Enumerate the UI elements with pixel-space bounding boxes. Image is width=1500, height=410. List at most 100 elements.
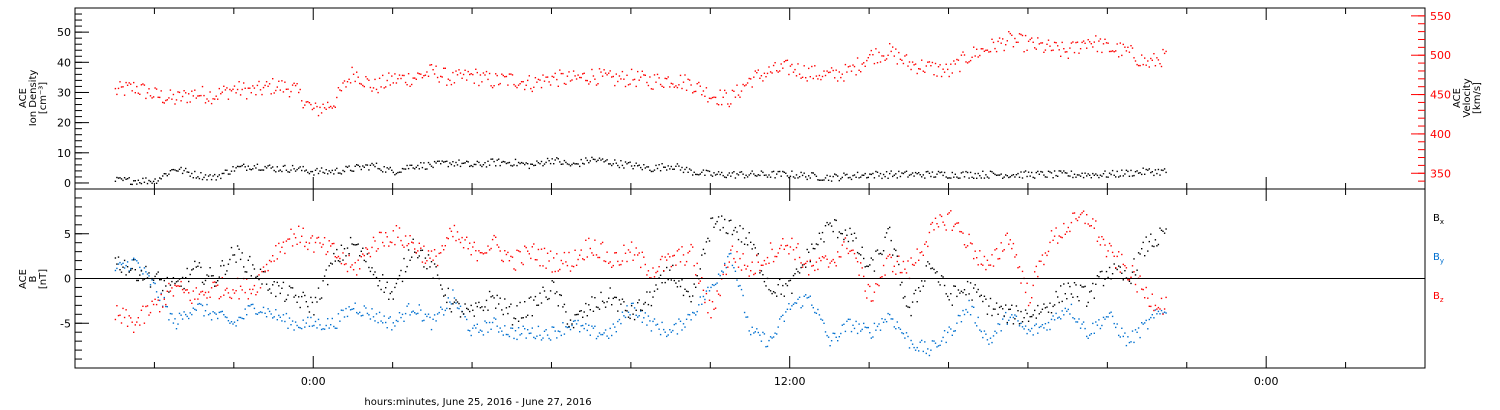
velocity-point: [1121, 54, 1123, 57]
velocity-point: [496, 74, 498, 77]
bz-point: [762, 264, 764, 266]
bz-point: [487, 245, 489, 247]
velocity-point: [264, 84, 266, 87]
by-point: [763, 333, 766, 335]
bz-point: [195, 287, 197, 289]
bz-point: [430, 250, 433, 252]
bx-point: [441, 288, 443, 290]
bx-point: [696, 275, 698, 277]
velocity-point: [557, 85, 559, 87]
velocity-point: [1002, 38, 1004, 40]
ion-density-point: [462, 162, 465, 164]
ion-density-point: [1110, 173, 1112, 176]
ion-density-point: [916, 173, 918, 175]
ion-density-point: [140, 182, 143, 185]
bx-point: [232, 254, 234, 256]
by-point: [539, 334, 541, 336]
by-point: [385, 321, 387, 324]
by-point: [592, 327, 595, 329]
velocity-point: [378, 77, 381, 79]
bx-point: [866, 265, 868, 267]
bx-point: [391, 291, 393, 293]
bx-point: [855, 237, 857, 239]
bx-point: [841, 233, 843, 235]
bz-point: [1115, 267, 1117, 269]
bz-point: [643, 256, 645, 258]
bx-point: [582, 316, 584, 318]
ion-density-point: [1072, 176, 1074, 179]
bz-point: [1156, 308, 1158, 310]
ion-density-point: [513, 164, 515, 166]
ion-density-point: [823, 179, 825, 181]
by-point: [443, 314, 445, 316]
bz-point: [740, 269, 743, 271]
velocity-point: [884, 59, 886, 61]
by-point: [600, 333, 602, 336]
bz-point: [357, 259, 359, 261]
bx-point: [852, 240, 854, 242]
bz-point: [600, 243, 602, 245]
bx-point: [1063, 283, 1065, 285]
ion-density-point: [120, 178, 123, 180]
by-point: [675, 322, 677, 325]
velocity-point: [701, 94, 703, 96]
bx-point: [1098, 276, 1100, 278]
bz-point: [126, 325, 129, 327]
velocity-point: [459, 72, 462, 74]
bz-point: [1008, 243, 1010, 245]
bx-point: [585, 302, 587, 305]
bz-point: [812, 264, 814, 267]
ion-density-point: [620, 160, 622, 162]
bz-point: [1162, 313, 1164, 315]
ion-density-point: [696, 173, 698, 176]
by-point: [728, 253, 730, 255]
bz-point: [977, 264, 979, 266]
ion-density-point: [1096, 174, 1099, 177]
bz-point: [194, 298, 196, 300]
ion-density-point: [617, 164, 619, 167]
velocity-point: [630, 68, 633, 71]
bz-point: [1093, 227, 1095, 229]
by-point: [285, 312, 288, 315]
velocity-point: [136, 85, 138, 88]
velocity-point: [835, 69, 837, 71]
bz-point: [820, 259, 822, 262]
bz-point: [123, 316, 126, 319]
bz-point: [458, 238, 460, 241]
velocity-point: [265, 81, 268, 83]
bz-point: [1131, 265, 1134, 267]
by-point: [873, 322, 876, 325]
by-point: [546, 334, 549, 336]
by-point: [1102, 316, 1105, 319]
bz-point: [904, 268, 906, 270]
ion-density-series: [114, 156, 1167, 186]
ion-density-point: [522, 162, 524, 164]
by-point: [606, 335, 608, 337]
by-point: [571, 324, 573, 327]
bx-point: [736, 231, 738, 233]
ion-density-point: [374, 165, 376, 168]
by-point: [1023, 328, 1025, 330]
bz-point: [470, 254, 472, 256]
bx-point: [340, 244, 343, 246]
bz-point: [834, 261, 836, 264]
velocity-point: [750, 78, 752, 80]
velocity-point: [430, 64, 433, 66]
by-point: [388, 317, 390, 319]
velocity-point: [947, 68, 949, 71]
bx-point: [957, 289, 960, 291]
velocity-point: [1087, 39, 1089, 41]
bx-point: [925, 265, 927, 267]
bz-point: [239, 285, 242, 287]
bx-point: [258, 278, 260, 281]
bz-point: [1037, 275, 1039, 278]
by-point: [319, 324, 321, 326]
velocity-point: [649, 76, 651, 78]
bz-point: [1101, 236, 1103, 238]
ion-density-point: [371, 162, 373, 165]
bz-point: [562, 262, 564, 265]
by-point: [230, 321, 233, 323]
bz-point: [693, 265, 695, 267]
ion-density-point: [533, 164, 535, 167]
by-point: [808, 296, 810, 299]
